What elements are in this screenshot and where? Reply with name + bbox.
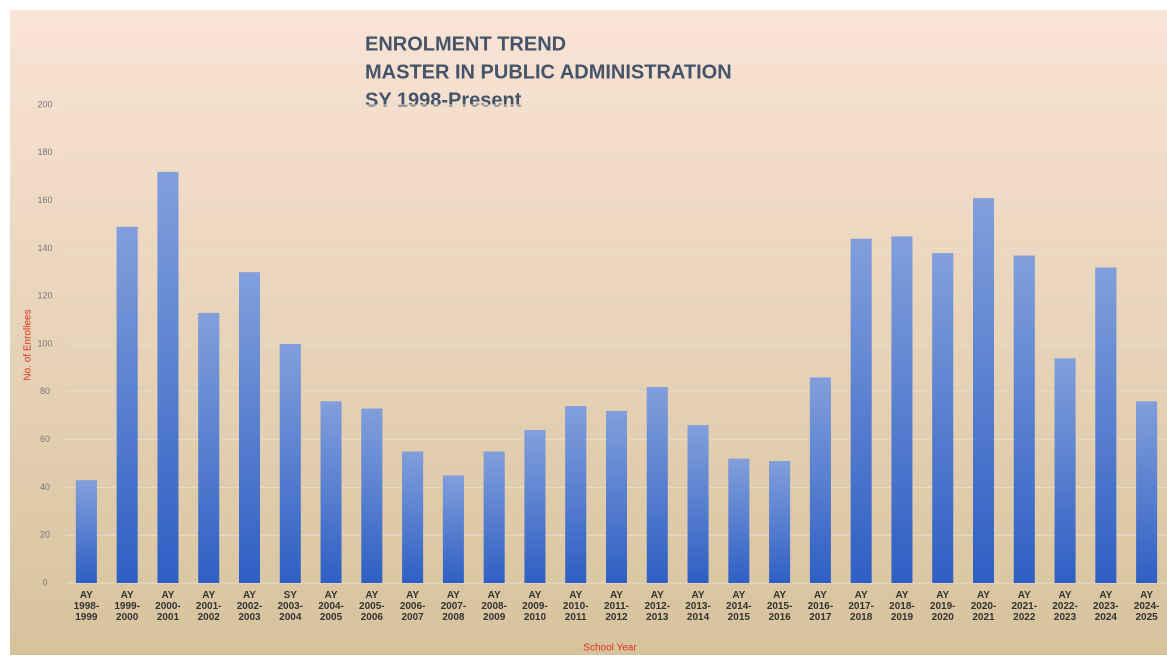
- chart-title: SY 1998-Present: [365, 89, 522, 111]
- bar-shade: [932, 253, 954, 583]
- bar-shade: [1054, 358, 1076, 583]
- x-tick-label: AY 2020-2021: [970, 590, 997, 623]
- bar-shade: [769, 461, 791, 583]
- y-tick-label: 140: [37, 243, 52, 253]
- x-tick-label: AY 2011-2012: [603, 590, 630, 623]
- y-tick-label: 200: [37, 99, 52, 109]
- bar-shade: [239, 272, 260, 583]
- x-tick-label: AY 2001-2002: [195, 590, 222, 623]
- chart-title: MASTER IN PUBLIC ADMINISTRATION: [365, 61, 732, 83]
- bar-shade: [728, 458, 750, 583]
- bar-shade: [687, 425, 709, 583]
- x-tick-label: AY 2024-2025: [1133, 590, 1160, 623]
- x-tick-label: AY 2018-2019: [889, 590, 915, 623]
- bar-shade: [850, 238, 872, 583]
- bar-shade: [891, 236, 913, 583]
- bar-shade: [157, 171, 179, 584]
- x-tick-label: AY 2002-2003: [236, 590, 263, 623]
- x-tick-label: AY 2009-2010: [522, 590, 548, 623]
- chart-title: ENROLMENT TREND: [365, 33, 566, 55]
- bar-shade: [402, 451, 424, 583]
- x-tick-label: AY 2007-2008: [440, 590, 467, 623]
- bar-shade: [1095, 267, 1117, 583]
- bar-shade: [320, 401, 342, 583]
- x-axis-label: School Year: [583, 643, 637, 654]
- bar-shade: [442, 475, 464, 583]
- x-tick-label: AY 2022-2023: [1052, 590, 1078, 623]
- x-tick-label: AY 2017-2018: [848, 590, 874, 623]
- bar-shade: [198, 312, 220, 583]
- x-tick-label: AY 1998-1999: [73, 590, 100, 623]
- bar-shade: [116, 226, 138, 583]
- bar-shade: [646, 387, 668, 583]
- x-tick-label: AY 2005-2006: [359, 590, 385, 623]
- y-tick-label: 100: [37, 338, 52, 348]
- x-tick-label: AY 2023-2024: [1093, 590, 1119, 623]
- x-tick-label: AY 2019-2020: [929, 590, 956, 623]
- bar-shade: [973, 198, 994, 583]
- bar-shade: [524, 430, 546, 583]
- y-tick-label: 20: [40, 530, 50, 540]
- y-tick-label: 180: [37, 147, 52, 157]
- x-tick-label: AY 2008-2009: [481, 590, 507, 623]
- bar-shade: [809, 377, 831, 583]
- y-tick-label: 60: [40, 434, 50, 444]
- bar-shade: [279, 344, 301, 583]
- bar-shade: [483, 451, 505, 583]
- y-tick-label: 0: [42, 577, 47, 587]
- y-tick-label: 160: [37, 195, 52, 205]
- x-tick-label: AY 2012-2013: [644, 590, 671, 623]
- bar-shade: [1013, 255, 1035, 583]
- x-tick-label: AY 2006-2007: [399, 590, 426, 623]
- x-tick-label: AY 2014-2015: [726, 590, 752, 623]
- bar-shade: [1136, 401, 1158, 583]
- x-tick-label: AY 2016-2017: [807, 590, 834, 623]
- bar-shade: [606, 410, 627, 583]
- x-tick-label: AY 2021-2022: [1011, 590, 1038, 623]
- x-tick-label: SY 2003-2004: [277, 590, 304, 623]
- bar-shade: [565, 406, 587, 583]
- x-tick-label: AY 2010-2011: [562, 590, 589, 623]
- x-tick-label: AY 2000-2001: [155, 590, 181, 623]
- y-axis-label: No. of Enrollees: [23, 309, 34, 380]
- x-tick-label: AY 2013-2014: [685, 590, 711, 623]
- y-tick-label: 40: [40, 482, 50, 492]
- x-tick-label: AY 2004-2005: [318, 590, 344, 623]
- y-tick-label: 80: [40, 386, 50, 396]
- bar-shade: [75, 480, 97, 583]
- y-tick-label: 120: [37, 291, 52, 301]
- x-tick-label: AY 1999-2000: [114, 590, 140, 623]
- x-tick-label: AY 2015-2016: [766, 590, 793, 623]
- bar-shade: [361, 408, 383, 583]
